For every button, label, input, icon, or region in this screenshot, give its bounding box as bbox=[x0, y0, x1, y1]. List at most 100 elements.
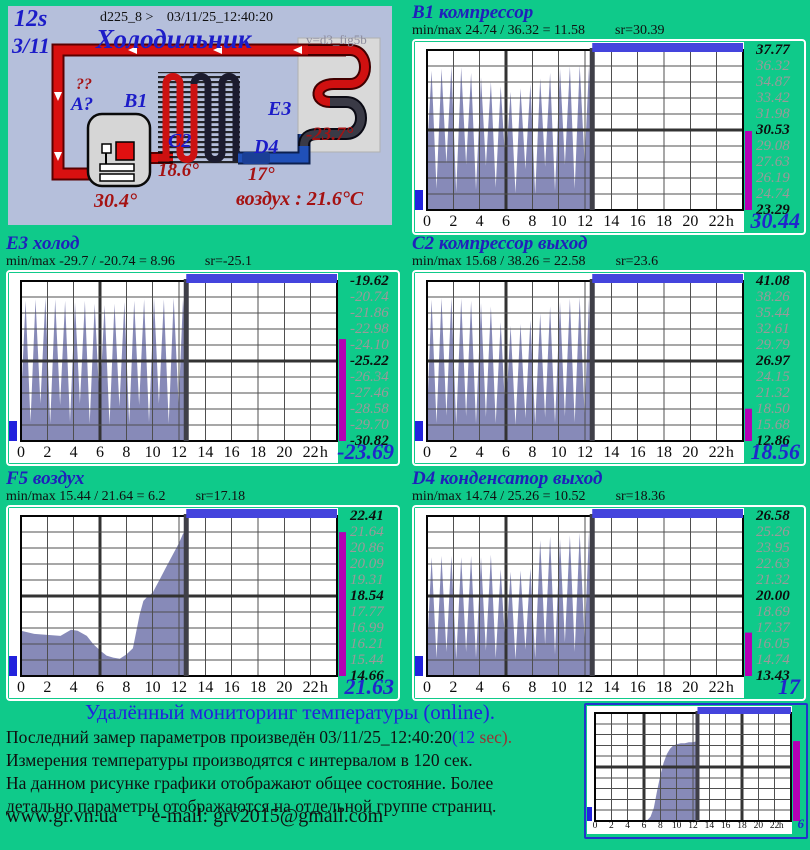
unknown-sensor-red: ?? bbox=[76, 76, 92, 93]
condenser-tube-cooled bbox=[190, 73, 240, 163]
y-tick-label: -27.46 bbox=[350, 385, 389, 401]
y-tick-label: 24.15 bbox=[756, 369, 790, 385]
y-tick-label: 33.42 bbox=[756, 90, 790, 106]
y-tick-label: 15.44 bbox=[350, 652, 384, 668]
x-tick-label: 12 bbox=[171, 444, 187, 461]
version-label: v=d3_fig5b bbox=[306, 32, 367, 47]
current-value-c2: 18.56 bbox=[750, 439, 801, 464]
footer-note-line2: детально параметры отображаются на отдел… bbox=[6, 796, 497, 816]
x-tick-label: 6 bbox=[502, 679, 510, 696]
x-tick-label: 14 bbox=[197, 679, 214, 696]
device-id: d225_8 > bbox=[100, 10, 154, 25]
x-tick-label: 8 bbox=[122, 679, 131, 696]
current-value-e3: -23.69 bbox=[337, 439, 394, 464]
y-tick-label: 37.77 bbox=[756, 42, 790, 58]
x-tick-label: 16 bbox=[629, 213, 646, 230]
y-tick-label: 22.41 bbox=[350, 508, 384, 524]
x-tick-label: 18 bbox=[656, 444, 672, 461]
refrigerator-schematic bbox=[51, 37, 381, 188]
chart-plot-f5 bbox=[9, 508, 346, 698]
series-color-chip bbox=[9, 656, 17, 676]
x-tick-label: 2 bbox=[43, 679, 52, 696]
unknown-sensor-blue: A? bbox=[71, 94, 94, 115]
footer-last-measure-line: Последний замер параметров произведён 03/… bbox=[6, 727, 512, 748]
x-tick-label: 4 bbox=[475, 679, 484, 696]
chart-block-d4: D4 конденсатор выход min/max 14.74 / 25.… bbox=[412, 468, 810, 701]
chart-panel-f5: 22.41 21.64 20.86 20.09 19.31 18.54 17.77 16.99… bbox=[6, 505, 400, 701]
node-d4-label: D4 bbox=[254, 136, 279, 158]
x-tick-label: 0 bbox=[423, 444, 431, 461]
y-tick-label: -30.82 bbox=[350, 433, 389, 449]
y-tick-label: -21.86 bbox=[350, 305, 389, 321]
y-tick-label: 14.74 bbox=[756, 652, 790, 668]
x-tick-label: 20 bbox=[682, 213, 699, 230]
x-tick-label: 18 bbox=[656, 213, 672, 230]
x-tick-label: 4 bbox=[475, 213, 484, 230]
chart-stats: min/max -29.7 / -20.74 = 8.96 sr=-25.1 bbox=[6, 254, 404, 270]
compressor-indicator bbox=[115, 141, 135, 161]
future-span-bar bbox=[186, 509, 337, 518]
x-tick-label: 0 bbox=[592, 821, 598, 831]
y-tick-label: 32.61 bbox=[756, 321, 790, 337]
x-tick-label: 22 bbox=[302, 444, 319, 461]
chart-panel-b1: 37.77 36.32 34.87 33.42 31.98 30.53 29.08 27.63… bbox=[412, 39, 806, 235]
x-axis-unit: h bbox=[725, 213, 734, 230]
current-value-b1: 30.44 bbox=[750, 208, 801, 233]
x-tick-label: 4 bbox=[69, 679, 78, 696]
x-axis-unit: h bbox=[319, 444, 328, 461]
x-tick-label: 16 bbox=[720, 821, 731, 831]
y-tick-label: 20.86 bbox=[350, 540, 384, 556]
chart-sr: sr=23.6 bbox=[615, 254, 659, 269]
value-range-bar bbox=[745, 131, 752, 210]
x-tick-label: 0 bbox=[423, 679, 431, 696]
x-tick-label: 8 bbox=[528, 213, 537, 230]
x-tick-label: 2 bbox=[449, 213, 458, 230]
node-c2-label: C2 bbox=[168, 130, 192, 152]
email-link[interactable]: e-mail: grv2015@gmail.com bbox=[151, 805, 384, 827]
refrigerator-diagram-panel: 12s 3/11 d225_8 > 03/11/25_12:40:20 Холо… bbox=[8, 6, 392, 225]
condenser-tube-hot bbox=[158, 73, 198, 163]
y-tick-label: 29.08 bbox=[756, 138, 790, 154]
x-tick-label: 8 bbox=[122, 444, 131, 461]
footer-line1-sec-suffix: sec). bbox=[475, 727, 513, 747]
future-span-bar bbox=[697, 707, 791, 714]
chart-block-c2: C2 компрессор выход min/max 15.68 / 38.2… bbox=[412, 233, 810, 466]
compressor-relay bbox=[101, 143, 112, 154]
x-tick-label: 14 bbox=[603, 213, 620, 230]
chart-title: D4 конденсатор выход bbox=[412, 468, 603, 489]
chart-plot-overview bbox=[587, 706, 800, 834]
air-temp-label: воздух : 21.6°C bbox=[236, 188, 364, 210]
chart-plot-e3 bbox=[9, 273, 346, 463]
chart-title: C2 компрессор выход bbox=[412, 233, 588, 254]
y-tick-label: 30.53 bbox=[756, 122, 790, 138]
series-area-e3 bbox=[21, 297, 186, 441]
y-tick-label: 23.29 bbox=[756, 202, 790, 218]
series-area-c2 bbox=[427, 297, 592, 441]
x-tick-label: 12 bbox=[688, 821, 698, 831]
x-axis-unit: h bbox=[319, 679, 328, 696]
series-area-f5 bbox=[21, 532, 186, 676]
future-span-bar bbox=[592, 43, 743, 52]
x-tick-label: 2 bbox=[449, 444, 458, 461]
y-tick-label: 23.95 bbox=[756, 540, 790, 556]
x-tick-label: 6 bbox=[641, 821, 647, 831]
x-tick-label: 0 bbox=[423, 213, 431, 230]
website-link[interactable]: www.gr.vn.ua bbox=[6, 805, 118, 827]
y-tick-label: 13.43 bbox=[756, 668, 790, 684]
future-span-bar bbox=[592, 509, 743, 518]
chart-sr: sr=17.18 bbox=[195, 489, 246, 504]
x-tick-label: 14 bbox=[197, 444, 214, 461]
chart-minmax: min/max 15.68 / 38.26 = 22.58 bbox=[412, 254, 586, 269]
series-area-b1 bbox=[427, 65, 592, 210]
y-tick-label: -28.58 bbox=[350, 401, 389, 417]
evaporator-coil-hot bbox=[308, 46, 369, 106]
x-tick-label: 4 bbox=[475, 444, 484, 461]
series-area-overview bbox=[595, 741, 698, 821]
x-tick-label: 22 bbox=[769, 821, 780, 831]
future-span-bar bbox=[186, 274, 337, 283]
x-tick-label: 14 bbox=[603, 444, 620, 461]
x-tick-label: 2 bbox=[608, 821, 614, 831]
compressor-bar bbox=[99, 173, 135, 182]
y-tick-label: 36.32 bbox=[756, 58, 790, 74]
y-tick-label: 24.74 bbox=[756, 186, 790, 202]
